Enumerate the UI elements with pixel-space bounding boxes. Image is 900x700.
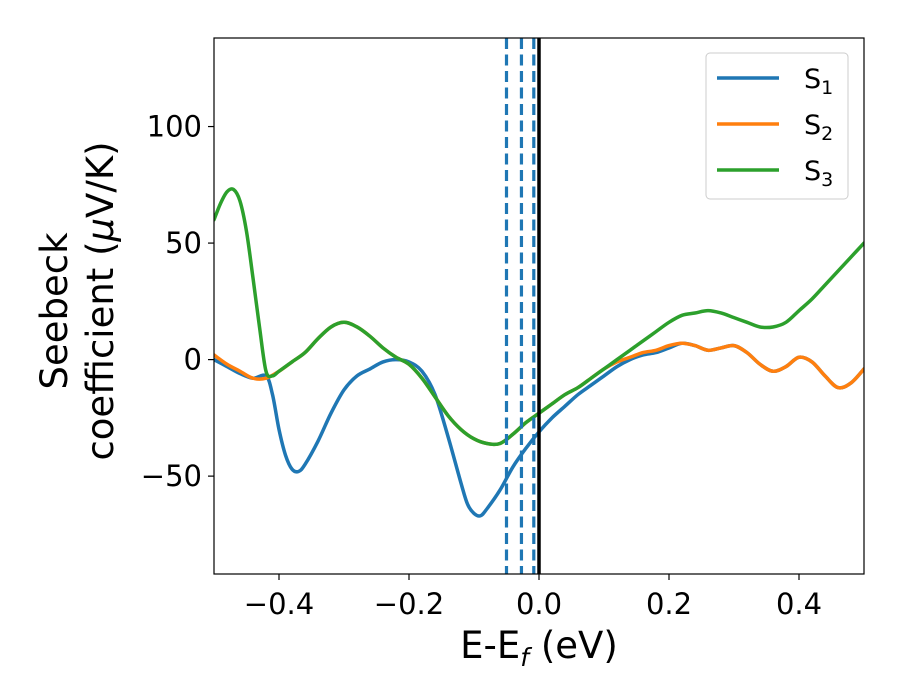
- y-tick-label: −50: [141, 459, 202, 493]
- x-axis-ticks: −0.4 −0.2 0.0 0.2 0.4: [244, 574, 822, 621]
- x-tick-label: 0.4: [776, 587, 822, 621]
- x-axis-title-base: E-E: [460, 624, 520, 667]
- y-axis-ticks: −50 0 50 100: [141, 110, 214, 493]
- x-tick-label: −0.4: [244, 587, 314, 621]
- x-tick-label: 0.0: [516, 587, 562, 621]
- y-axis-title-post: V/K): [79, 141, 122, 217]
- vline-layer: [504, 38, 541, 574]
- x-axis-title: E-Ef (eV): [460, 624, 618, 672]
- y-axis-title-mu: μ: [79, 218, 122, 243]
- x-axis-title-suffix: (eV): [529, 624, 618, 667]
- x-tick-label: −0.2: [374, 587, 444, 621]
- y-tick-label: 100: [147, 110, 202, 144]
- y-axis-title-line1: Seebeck: [33, 232, 76, 390]
- y-tick-label: 50: [165, 226, 202, 260]
- y-tick-label: 0: [184, 343, 202, 377]
- legend-label-s3: S3: [804, 156, 833, 191]
- y-axis-title-line2: coefficient (μV/K): [79, 141, 122, 460]
- legend-box: [705, 52, 849, 200]
- x-tick-label: 0.2: [646, 587, 692, 621]
- legend-entries: S1 S2 S3: [717, 64, 833, 191]
- legend: S1 S2 S3: [705, 52, 849, 200]
- legend-label-s1: S1: [804, 64, 833, 99]
- y-axis-title-pre: coefficient (: [79, 241, 122, 460]
- legend-label-s2: S2: [804, 110, 833, 145]
